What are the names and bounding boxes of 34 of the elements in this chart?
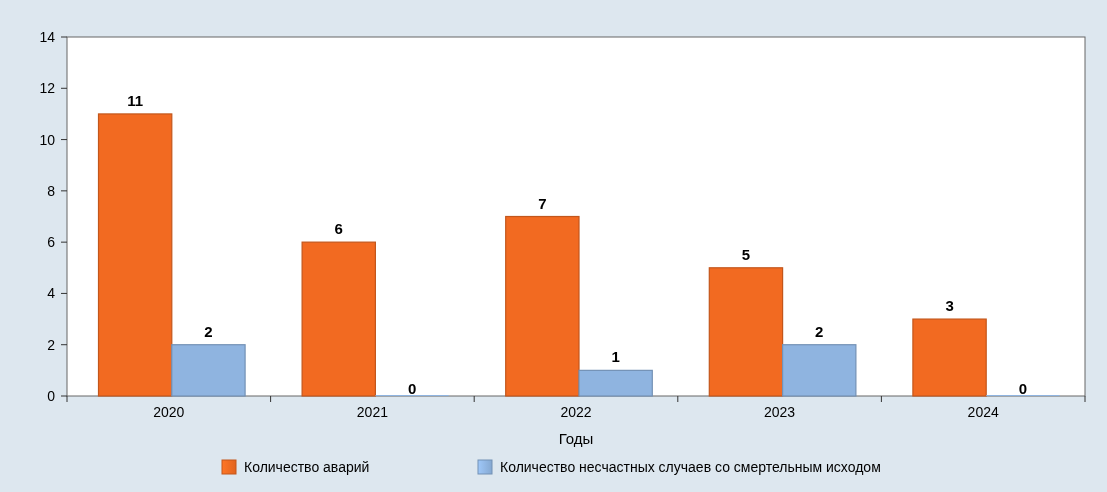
y-tick-label: 0 <box>47 388 56 404</box>
y-tick-label: 4 <box>47 285 56 302</box>
data-label: 0 <box>407 380 417 397</box>
bar <box>301 241 376 397</box>
data-label: 11 <box>127 91 144 109</box>
y-tick-label: 6 <box>47 234 56 251</box>
legend-label: Количество несчастных случаев со смертельным исходом <box>500 459 881 475</box>
x-tick-label: 2020 <box>153 404 185 420</box>
data-label: 2 <box>815 322 824 340</box>
x-tick-label: 2024 <box>967 404 999 420</box>
y-tick-label: 10 <box>39 131 56 148</box>
data-label: 5 <box>741 245 751 263</box>
data-label: 6 <box>334 220 343 238</box>
x-tick-label: 2023 <box>764 404 796 420</box>
x-tick-label: 2022 <box>560 404 592 420</box>
y-tick-label: 2 <box>47 336 56 353</box>
bar <box>782 344 857 397</box>
bar <box>708 267 784 397</box>
bar <box>578 369 653 397</box>
bar <box>505 215 580 397</box>
data-label: 2 <box>204 322 213 340</box>
bar <box>912 318 987 397</box>
y-tick-label: 12 <box>39 80 56 97</box>
x-axis-title: Годы <box>558 430 594 447</box>
legend-label: Количество аварий <box>244 459 370 475</box>
data-label: 7 <box>538 194 547 212</box>
bar <box>171 344 246 397</box>
data-label: 1 <box>611 348 620 366</box>
data-label: 3 <box>945 297 954 315</box>
y-tick-label: 8 <box>47 182 56 199</box>
bar <box>97 113 173 397</box>
y-tick-label: 14 <box>39 29 56 45</box>
data-label: 0 <box>1018 380 1028 397</box>
x-tick-label: 2021 <box>356 404 389 420</box>
